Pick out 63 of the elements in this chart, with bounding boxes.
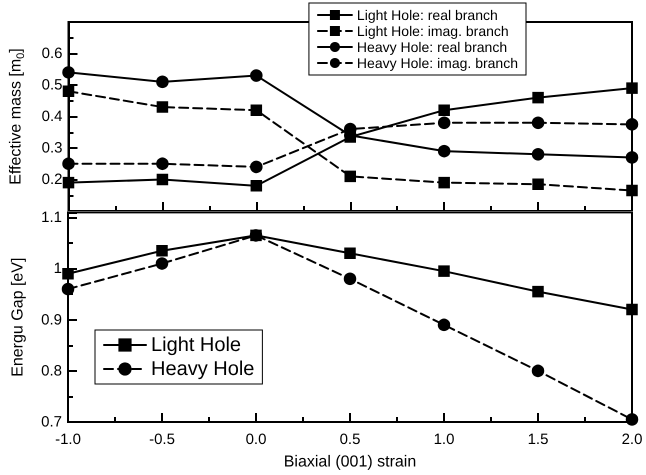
- point: [250, 104, 262, 116]
- y-tick-label: 1: [54, 260, 62, 278]
- point: [62, 66, 75, 79]
- x-axis-title: Biaxial (001) strain: [284, 454, 416, 470]
- y-tick-label: 0.3: [42, 140, 62, 156]
- point: [532, 116, 544, 130]
- point: [344, 170, 356, 182]
- x-tick-label: 1.0: [434, 431, 454, 448]
- point: [250, 160, 263, 174]
- point: [344, 248, 356, 260]
- point: [62, 86, 74, 98]
- point: [156, 174, 168, 186]
- legend-label: Light Hole: real branch: [356, 7, 498, 23]
- point: [156, 244, 168, 256]
- point: [626, 82, 638, 94]
- point: [156, 76, 169, 88]
- point: [438, 116, 450, 130]
- point: [156, 158, 169, 170]
- x-tick-label: 2.0: [622, 431, 642, 448]
- point: [62, 158, 75, 170]
- legend-label: Heavy Hole: [151, 358, 254, 380]
- point: [626, 413, 638, 426]
- point: [438, 144, 450, 158]
- legend-label: Light Hole: [151, 334, 242, 356]
- x-tick-label: 1.5: [528, 431, 548, 448]
- y-axis-title: Effective mass [m0]: [8, 48, 27, 185]
- point: [532, 92, 544, 104]
- point: [532, 364, 544, 378]
- point: [438, 318, 450, 332]
- y-tick-label: 0.6: [42, 45, 62, 62]
- point: [532, 148, 544, 161]
- x-tick-label: -1.0: [55, 431, 81, 448]
- point: [438, 176, 450, 188]
- y-tick-label: 0.9: [41, 311, 62, 328]
- y-tick-label: 0.7: [41, 414, 62, 430]
- legend-label: Light Hole: imag. branch: [356, 23, 509, 39]
- point: [438, 104, 450, 116]
- point: [156, 101, 168, 113]
- point: [626, 304, 638, 316]
- point: [62, 282, 74, 296]
- x-tick-label: 0.5: [340, 431, 360, 448]
- point: [250, 180, 262, 192]
- point: [438, 265, 450, 277]
- point: [532, 286, 544, 298]
- legend-label: Heavy Hole: imag. branch: [356, 55, 518, 71]
- point: [250, 69, 263, 82]
- point: [344, 272, 356, 286]
- point: [156, 257, 168, 270]
- legend-label: Heavy Hole: real branch: [356, 39, 508, 55]
- x-tick-label: -0.5: [149, 431, 175, 448]
- point: [62, 268, 74, 280]
- point: [62, 176, 74, 188]
- point: [626, 184, 638, 196]
- y-tick-label: 0.4: [42, 108, 62, 125]
- point: [626, 118, 638, 131]
- y-tick-label: 1.1: [41, 209, 62, 226]
- point: [532, 178, 544, 190]
- x-tick-label: 0.0: [246, 431, 266, 448]
- point: [626, 151, 638, 164]
- y-tick-label: 0.8: [41, 362, 62, 380]
- y-tick-label: 0.5: [42, 76, 62, 94]
- y-tick-label: 0.2: [42, 171, 62, 188]
- y-axis-title: Energu Gap [eV]: [10, 258, 26, 377]
